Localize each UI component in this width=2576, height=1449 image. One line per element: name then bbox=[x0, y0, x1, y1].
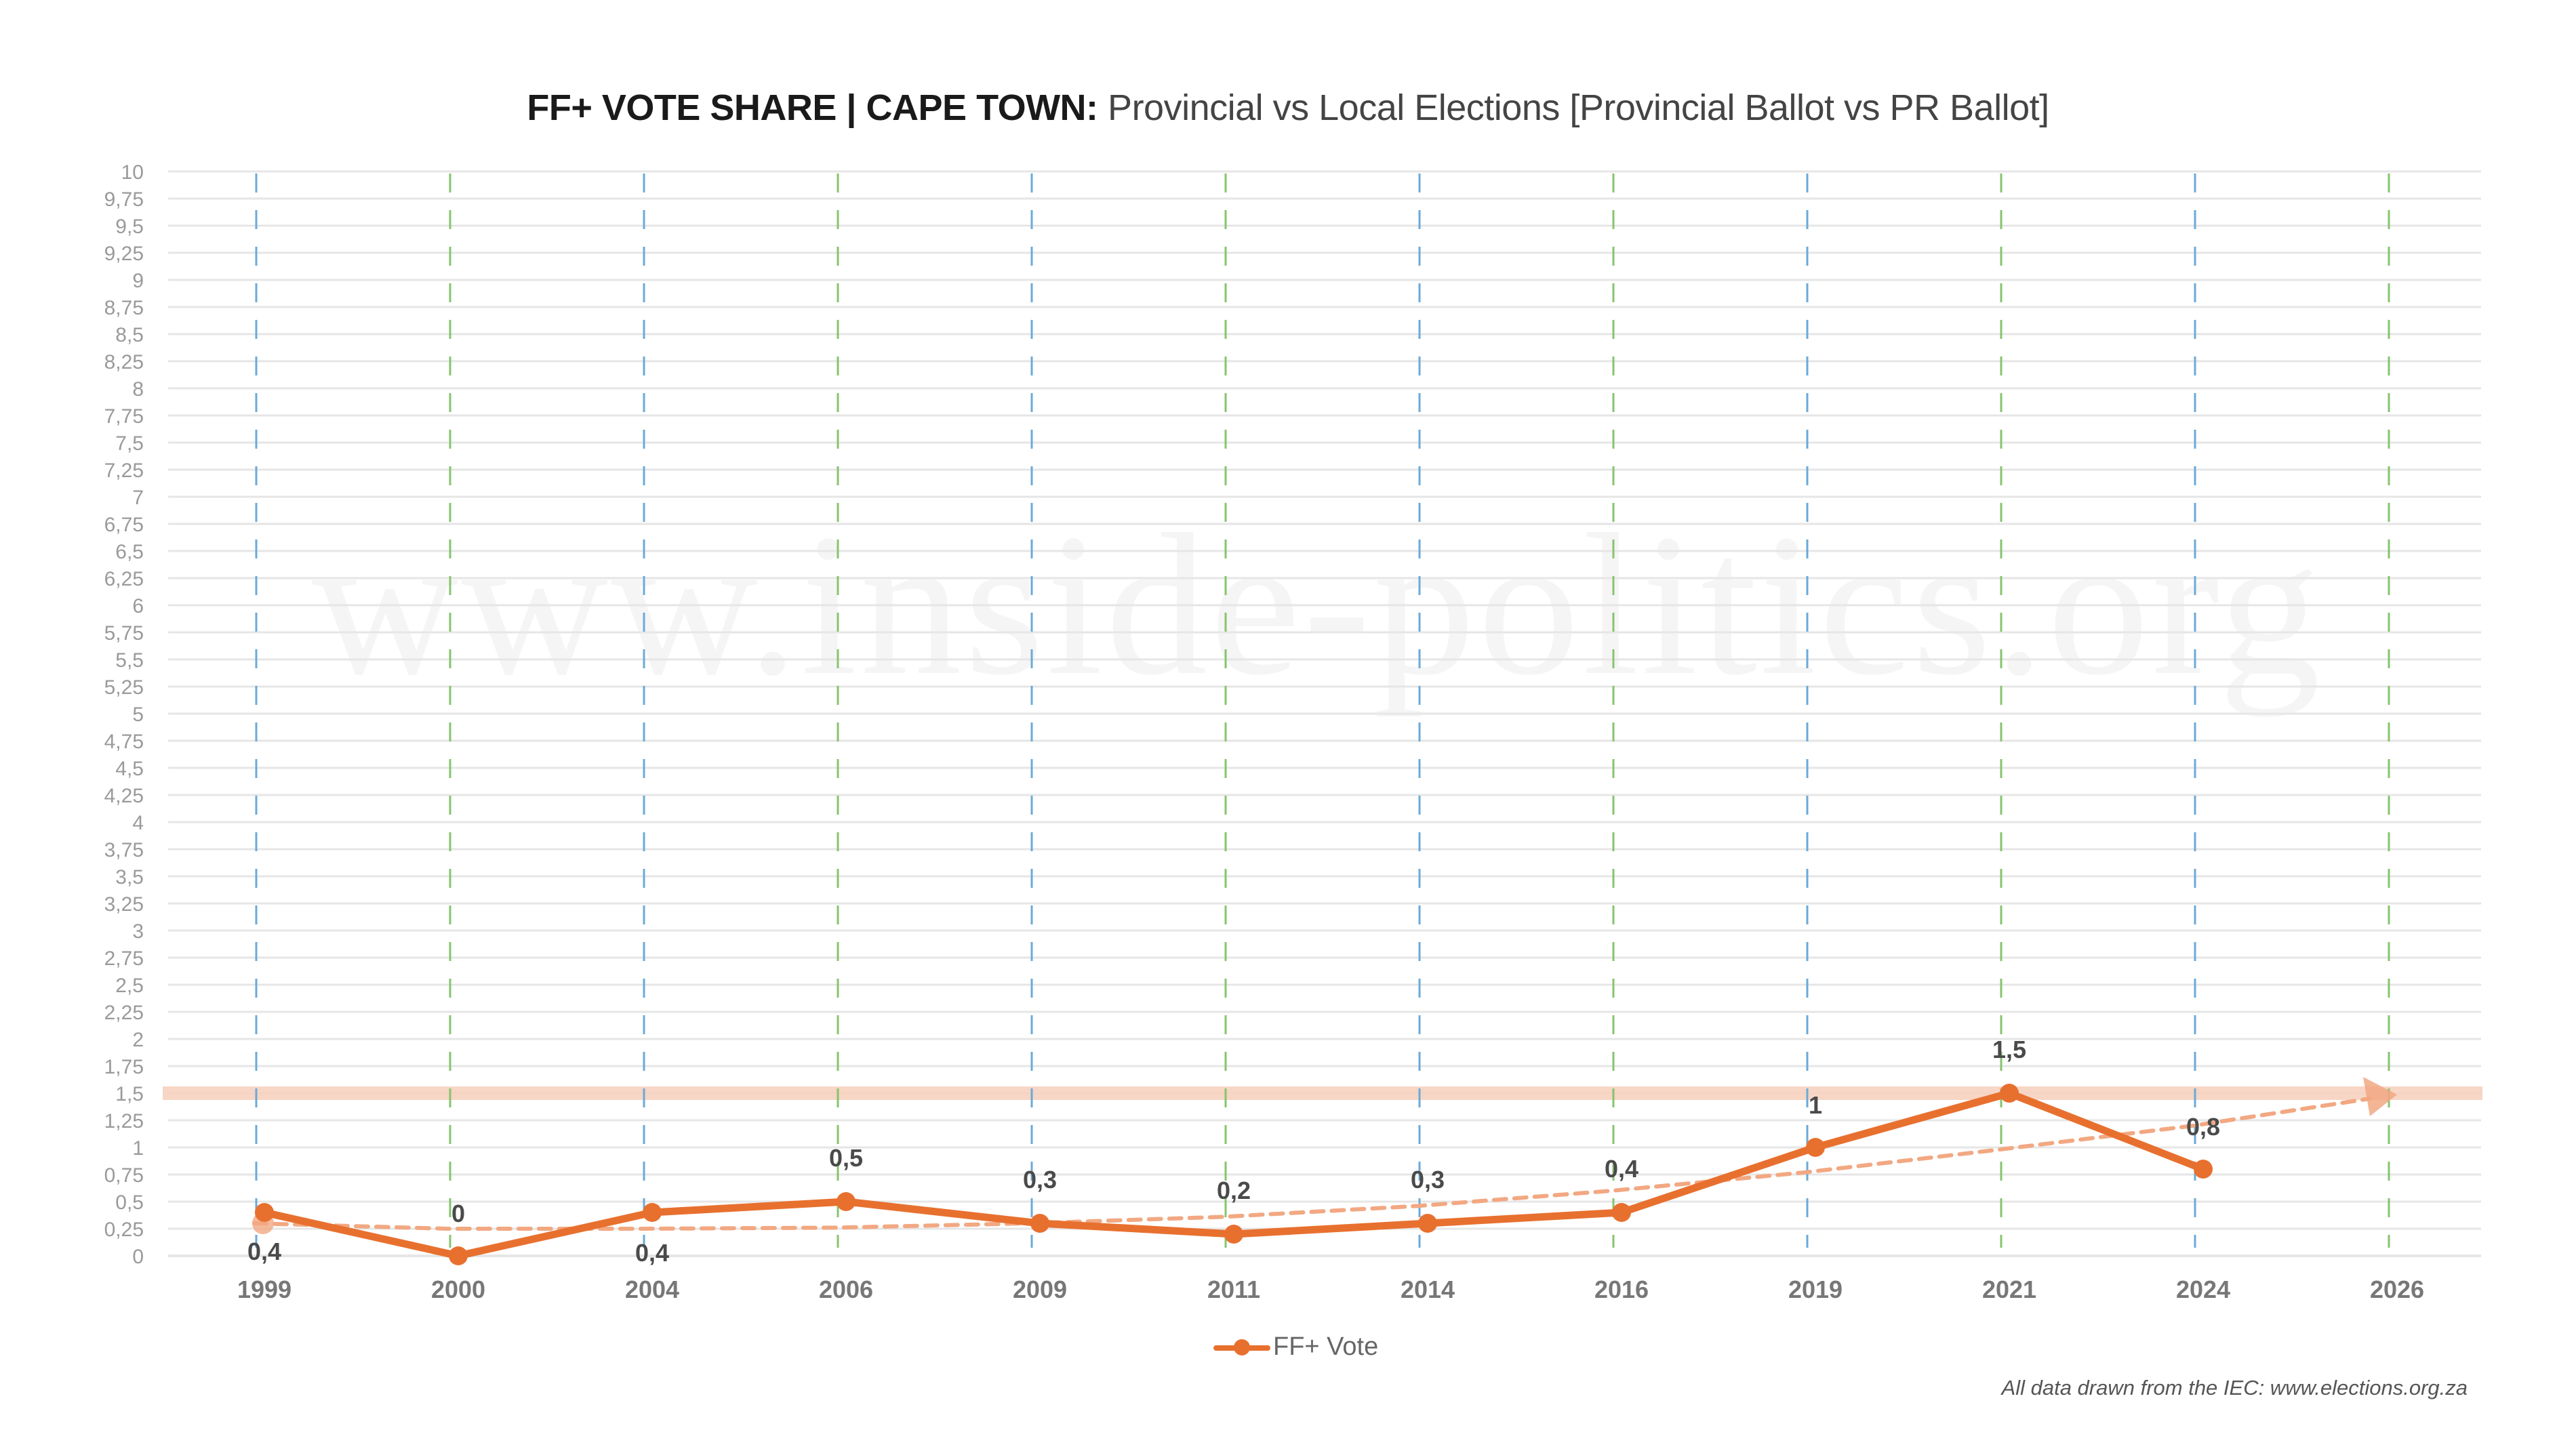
data-label: 0,4 bbox=[1605, 1155, 1638, 1183]
source-footnote: All data drawn from the IEC: www.electio… bbox=[2001, 1376, 2468, 1400]
data-label: 0,8 bbox=[2186, 1113, 2220, 1141]
chart-title-rest: Provincial vs Local Elections [Provincia… bbox=[1108, 87, 2049, 128]
y-tick-label: 4,25 bbox=[104, 785, 144, 807]
data-labels: 0,4 0 0,4 0,5 0,3 0,2 0,3 0,4 1 1,5 0,8 bbox=[247, 1036, 2220, 1267]
y-tick-label: 4,75 bbox=[104, 731, 144, 753]
x-tick-label: 2009 bbox=[1013, 1275, 1067, 1303]
x-tick-label: 2004 bbox=[625, 1275, 679, 1303]
data-label: 0,4 bbox=[635, 1239, 669, 1267]
y-tick-label: 2,75 bbox=[104, 947, 144, 970]
data-point bbox=[1612, 1203, 1631, 1222]
y-tick-label: 8,5 bbox=[115, 324, 144, 346]
y-tick-label: 5 bbox=[132, 703, 144, 726]
highlight-band bbox=[163, 1086, 2482, 1100]
y-tick-label: 3,5 bbox=[115, 866, 144, 889]
data-point bbox=[837, 1192, 856, 1211]
legend-line-marker-icon bbox=[1213, 1334, 1270, 1361]
highlight-band-rect bbox=[163, 1086, 2482, 1100]
y-tick-label: 8 bbox=[132, 378, 144, 401]
y-tick-label: 1,75 bbox=[104, 1056, 144, 1078]
y-tick-label: 2,5 bbox=[115, 975, 144, 997]
x-tick-label: 2000 bbox=[431, 1275, 485, 1303]
x-tick-label: 2011 bbox=[1207, 1275, 1260, 1303]
y-tick-label: 1,5 bbox=[115, 1083, 144, 1105]
chart-title: FF+ VOTE SHARE | CAPE TOWN: Provincial v… bbox=[0, 87, 2576, 129]
data-point bbox=[2000, 1084, 2019, 1103]
x-tick-label: 2019 bbox=[1788, 1275, 1843, 1303]
x-tick-label: 2024 bbox=[2176, 1275, 2230, 1303]
y-tick-label: 10 bbox=[121, 161, 144, 184]
y-tick-label: 0,75 bbox=[104, 1164, 144, 1187]
data-point bbox=[2194, 1160, 2213, 1179]
x-axis-ticks: 1999 2000 2004 2006 2009 2011 2014 2016 2019 2021… bbox=[237, 1275, 2424, 1303]
data-label: 1 bbox=[1809, 1091, 1822, 1119]
y-tick-label: 7,5 bbox=[115, 432, 144, 455]
data-label: 0,5 bbox=[829, 1144, 863, 1172]
y-tick-label: 9 bbox=[132, 270, 144, 292]
y-tick-label: 4 bbox=[132, 812, 144, 834]
data-point bbox=[1418, 1214, 1437, 1233]
data-point bbox=[643, 1203, 662, 1222]
chart-title-bold: FF+ VOTE SHARE | CAPE TOWN: bbox=[527, 87, 1098, 128]
y-tick-label: 9,75 bbox=[104, 188, 144, 211]
x-tick-label: 2021 bbox=[1982, 1275, 2036, 1303]
y-tick-label: 3 bbox=[132, 920, 144, 943]
data-point bbox=[1806, 1138, 1825, 1157]
y-tick-label: 5,5 bbox=[115, 649, 144, 672]
y-tick-label: 1 bbox=[132, 1137, 144, 1160]
trend-line bbox=[252, 1077, 2397, 1234]
y-tick-label: 4,5 bbox=[115, 758, 144, 780]
data-point bbox=[1030, 1214, 1049, 1233]
y-tick-label: 6,25 bbox=[104, 568, 144, 590]
y-tick-label: 8,75 bbox=[104, 297, 144, 319]
y-tick-label: 9,5 bbox=[115, 216, 144, 238]
x-tick-label: 2006 bbox=[819, 1275, 873, 1303]
y-tick-label: 9,25 bbox=[104, 243, 144, 265]
y-tick-label: 0,5 bbox=[115, 1191, 144, 1214]
y-tick-label: 7,25 bbox=[104, 460, 144, 482]
y-tick-label: 7,75 bbox=[104, 405, 144, 428]
data-point bbox=[449, 1246, 468, 1265]
y-tick-label: 0,25 bbox=[104, 1219, 144, 1241]
election-guides bbox=[255, 174, 2390, 1248]
y-tick-label: 6 bbox=[132, 595, 144, 617]
y-tick-label: 6,5 bbox=[115, 541, 144, 563]
y-tick-label: 8,25 bbox=[104, 351, 144, 373]
trend-line-path bbox=[252, 1097, 2372, 1231]
y-tick-label: 5,75 bbox=[104, 622, 144, 645]
data-label: 0,4 bbox=[247, 1238, 281, 1265]
x-tick-label: 2016 bbox=[1594, 1275, 1649, 1303]
x-tick-label: 2014 bbox=[1401, 1275, 1455, 1303]
y-tick-label: 0 bbox=[132, 1246, 144, 1268]
data-label: 0,2 bbox=[1217, 1177, 1251, 1204]
y-tick-label: 2 bbox=[132, 1029, 144, 1051]
x-tick-label: 2026 bbox=[2370, 1275, 2424, 1303]
y-tick-label: 6,75 bbox=[104, 514, 144, 536]
y-tick-label: 7 bbox=[132, 487, 144, 509]
data-label: 0 bbox=[451, 1200, 465, 1227]
data-point bbox=[1224, 1225, 1243, 1244]
series-ff-vote bbox=[255, 1084, 2213, 1265]
y-axis-ticks: 0 0,25 0,5 0,75 1 1,25 1,5 1,75 2 2,25 2,5 2,75 3 3,2… bbox=[104, 161, 144, 1268]
data-label: 1,5 bbox=[1992, 1036, 2026, 1063]
data-label: 0,3 bbox=[1023, 1166, 1057, 1193]
data-point bbox=[255, 1203, 274, 1222]
y-tick-label: 3,25 bbox=[104, 893, 144, 916]
y-tick-label: 2,25 bbox=[104, 1002, 144, 1024]
legend-label: FF+ Vote bbox=[1273, 1332, 1379, 1361]
y-tick-label: 3,75 bbox=[104, 839, 144, 861]
x-tick-label: 1999 bbox=[237, 1275, 291, 1303]
legend[interactable]: FF+ Vote bbox=[1213, 1332, 1378, 1362]
data-label: 0,3 bbox=[1411, 1166, 1445, 1193]
y-tick-label: 1,25 bbox=[104, 1110, 144, 1132]
trend-arrow-icon bbox=[2363, 1077, 2397, 1116]
y-tick-label: 5,25 bbox=[104, 676, 144, 699]
